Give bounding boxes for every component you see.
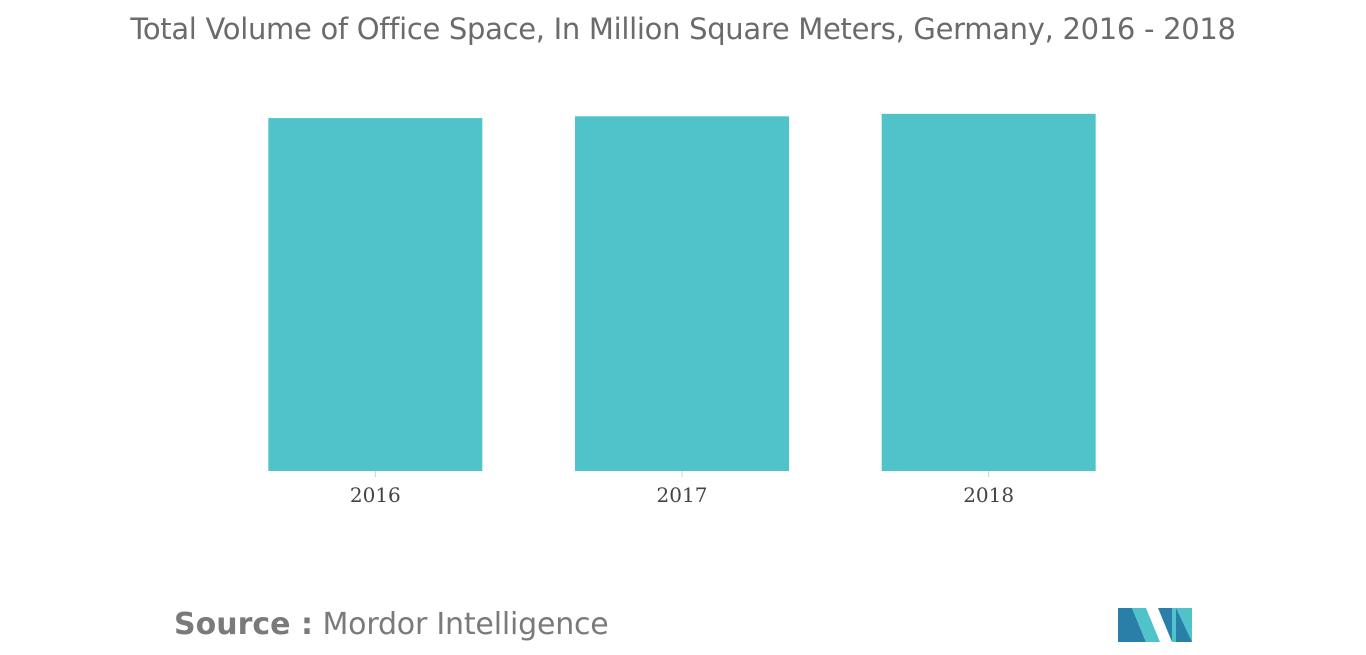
logo-shape-right-a [1158,608,1172,642]
x-axis-tick-labels: 2016 2017 2018 [350,483,1014,507]
bar-2017 [575,116,789,471]
source-label: Source : [174,607,313,642]
source-note: Source : Mordor Intelligence [174,607,609,642]
logo-shape-left [1118,608,1146,642]
x-tick-label-2017: 2017 [657,483,708,507]
logo-shape-mid [1132,608,1160,642]
source-value: Mordor Intelligence [322,607,609,642]
x-tick-label-2016: 2016 [350,483,401,507]
logo-shape-right-c [1176,608,1192,642]
mordor-intelligence-logo-icon [1118,608,1192,642]
chart-title: Total Volume of Office Space, In Million… [130,12,1236,46]
bar-2016 [268,118,483,471]
bars-group [268,113,1096,471]
x-axis-ticks [374,471,990,477]
bar-2018 [881,113,1096,471]
x-tick-label-2018: 2018 [963,483,1014,507]
